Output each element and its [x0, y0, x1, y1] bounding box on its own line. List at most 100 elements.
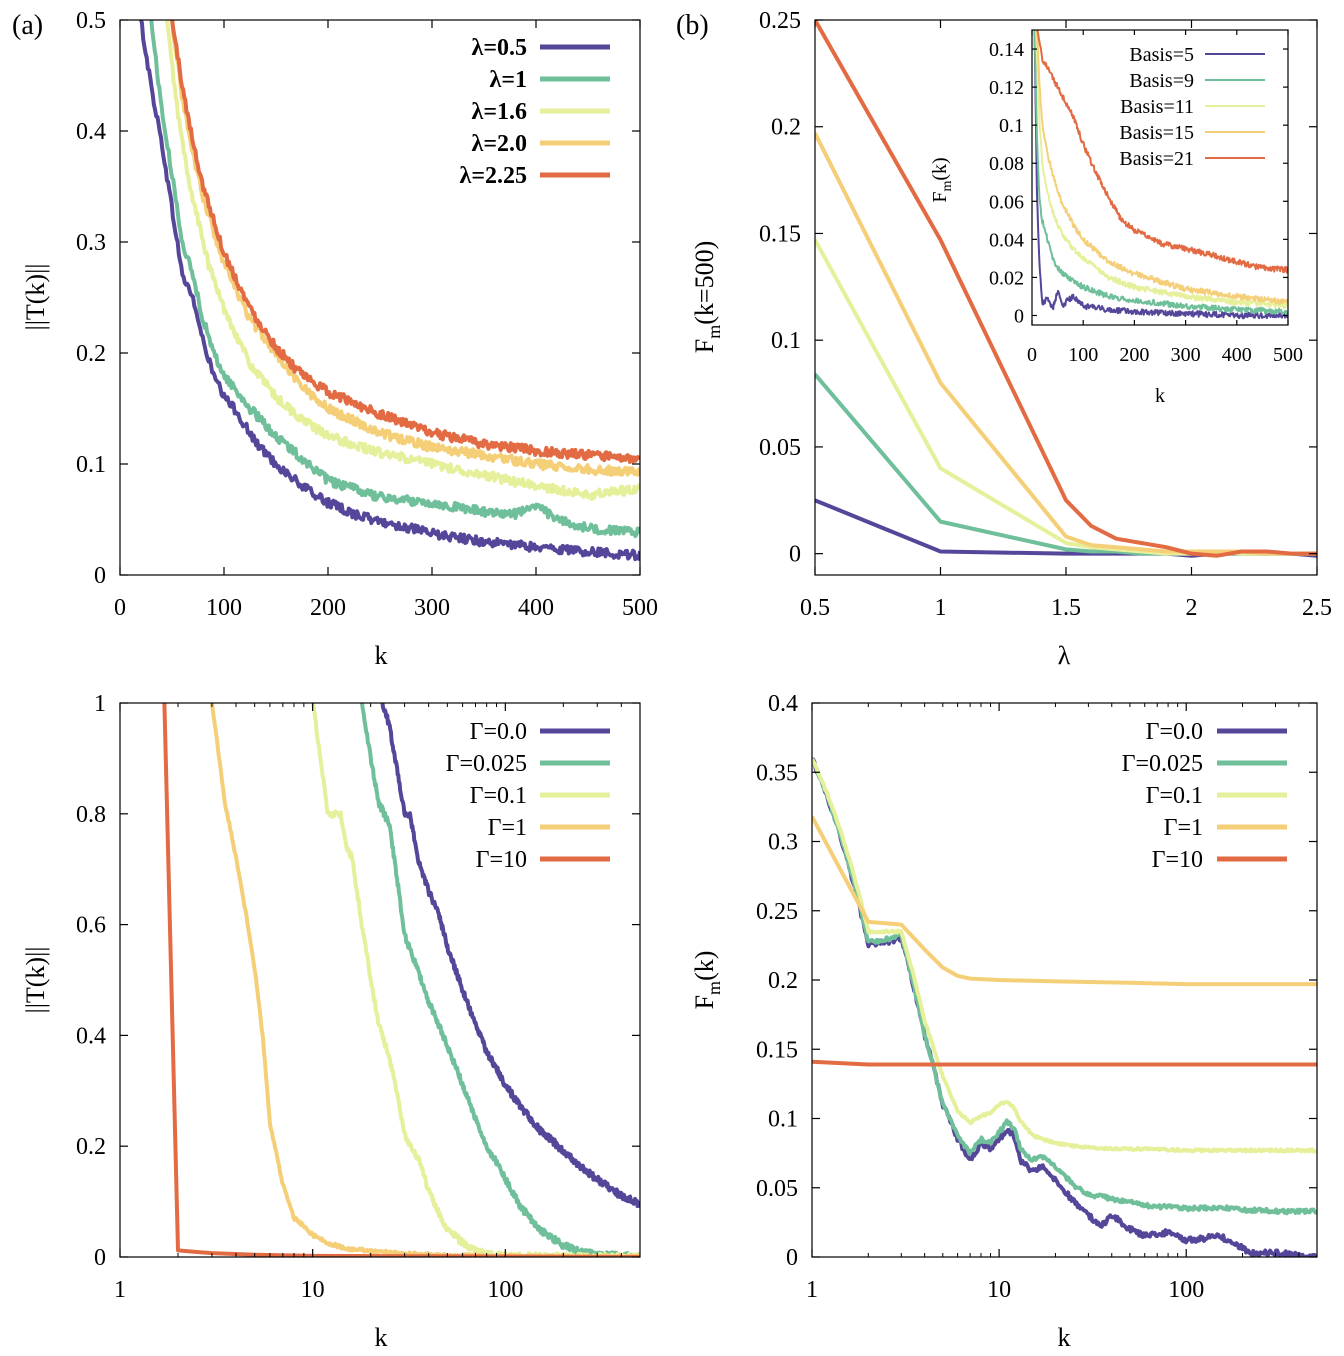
panel-a-xtick-label: 500: [622, 595, 658, 621]
panel-b-ylabel: Fm(k=500): [690, 241, 724, 353]
panel-a-letter: (a): [12, 10, 43, 41]
panel-b-inset-ytick-label: 0.1: [999, 115, 1024, 137]
panel-a-frame: [119, 19, 641, 576]
panel-d-ytick-label: 0.1: [768, 1107, 798, 1133]
panel-a-ylabel: ||T(k)||: [21, 263, 50, 330]
panel-b-ytick-label: 0.05: [759, 435, 801, 461]
panel-b-ytick-label: 0: [789, 542, 801, 568]
panel-b-ytick-label: 0.2: [771, 115, 801, 141]
panel-a-xtick-label: 400: [518, 595, 554, 621]
panel-b-inset-xtick-label: 0: [1027, 344, 1037, 366]
panel-b-xtick-label: 0.5: [800, 595, 830, 621]
panel-d-legend-label: Γ=0.1: [1146, 783, 1203, 809]
panel-d-ytick-label: 0.4: [768, 691, 798, 717]
panel-b-inset-series-3: [1036, 30, 1288, 305]
panel-b-inset-series-0: [1033, 30, 1288, 320]
panel-c-series-4: [162, 703, 640, 1257]
panel-b-inset-series-4: [1036, 30, 1288, 274]
inset-ylabel: Fm(k): [929, 157, 955, 202]
panel-c-ytick-label: 0.6: [76, 913, 106, 939]
panel-b-inset-ytick-label: 0.12: [989, 77, 1024, 99]
panel-d-series-0: [812, 757, 1317, 1257]
panel-b-inset-legend-label: Basis=9: [1129, 70, 1194, 92]
panel-c-series-1: [360, 703, 640, 1257]
panel-c-xtick-label: 10: [301, 1277, 325, 1303]
panel-d-xlabel: k: [1058, 1323, 1071, 1352]
panel-b-inset-legend-label: Basis=21: [1119, 148, 1194, 170]
panel-d-xtick-label: 10: [987, 1277, 1011, 1303]
panel-b-series-4: [815, 20, 1317, 558]
panel-b-ytick-label: 0.25: [759, 8, 801, 34]
panel-d-ytick-label: 0.3: [768, 830, 798, 856]
panel-c: k ||T(k)|| 0 0.2 0.4 0.6 0.8 1 1 10 100 Γ=0.0 Γ=0.…: [21, 691, 641, 1352]
panel-c-series-group: [162, 703, 640, 1257]
panel-c-series-0: [380, 703, 640, 1209]
panel-d-ytick-label: 0: [786, 1245, 798, 1271]
panel-a-series-1: [149, 20, 640, 539]
panel-d-series-1: [812, 758, 1317, 1216]
panel-b-inset-legend-label: Basis=5: [1129, 44, 1194, 66]
panel-a-legend-label: λ=0.5: [472, 35, 527, 61]
panel-d-legend-label: Γ=10: [1152, 847, 1203, 873]
panel-a-series-0: [139, 20, 640, 562]
panel-d-ytick-label: 0.15: [756, 1037, 798, 1063]
panel-c-legend-label: Γ=0.025: [446, 751, 527, 777]
panel-a-legend-label: λ=1: [490, 67, 527, 93]
panel-a-series-3: [170, 20, 640, 477]
panel-d-ytick-label: 0.35: [756, 760, 798, 786]
panel-b-inset-xtick-label: 100: [1068, 344, 1098, 366]
panel-d-legend-label: Γ=0.025: [1122, 751, 1203, 777]
panel-c-legend-label: Γ=1: [488, 815, 527, 841]
panel-c-ytick-label: 0: [94, 1245, 106, 1271]
panel-d-series-group: [812, 757, 1317, 1257]
panel-c-xlabel: k: [375, 1323, 388, 1352]
panel-b-ytick-label: 0.15: [759, 221, 801, 247]
panel-b-xtick-label: 1.5: [1051, 595, 1081, 621]
panel-d-ytick-label: 0.05: [756, 1176, 798, 1202]
panel-a-xtick-label: 300: [414, 595, 450, 621]
panel-b-series-group: [815, 20, 1317, 558]
panel-d-series-2: [812, 757, 1317, 1154]
panel-b-inset-xtick-label: 500: [1273, 344, 1303, 366]
panel-b-inset-frame: [1031, 29, 1289, 326]
panel-c-ylabel: ||T(k)||: [21, 946, 50, 1013]
panel-b-inset-legend-label: Basis=11: [1120, 96, 1194, 118]
panel-c-xtick-label: 100: [487, 1277, 523, 1303]
panel-a-ytick-label: 0: [94, 563, 106, 589]
panel-a-xtick-label: 100: [206, 595, 242, 621]
panel-b-xlabel: λ: [1058, 641, 1071, 670]
panel-c-frame: [119, 702, 641, 1258]
panel-b-inset-xtick-label: 300: [1171, 344, 1201, 366]
panel-a-ytick-label: 0.2: [76, 341, 106, 367]
panel-c-xtick-label: 1: [114, 1277, 126, 1303]
panel-b-inset-ytick-label: 0.14: [989, 39, 1024, 61]
panel-a-xlabel: k: [375, 641, 388, 670]
panel-a-ytick-label: 0.3: [76, 230, 106, 256]
panel-c-ytick-label: 0.8: [76, 802, 106, 828]
panel-d-legend-label: Γ=0.0: [1146, 719, 1203, 745]
panel-c-legend-label: Γ=0.0: [470, 719, 527, 745]
panel-b-xtick-label: 1: [935, 595, 947, 621]
panel-d-series-3: [812, 815, 1317, 987]
panel-b-inset-ytick-label: 0.04: [989, 229, 1024, 251]
panel-b-inset-ytick-label: 0.02: [989, 267, 1024, 289]
panel-a-ytick-label: 0.4: [76, 119, 106, 145]
panel-c-ytick-label: 0.4: [76, 1023, 106, 1049]
panel-a: (a) k ||T(k)|| 0 0.1 0.2 0.3 0.4 0.5 0 100 200 30…: [12, 8, 658, 670]
panel-b-xtick-label: 2: [1186, 595, 1198, 621]
panel-b-inset-ytick-label: 0: [1014, 305, 1024, 327]
panel-b-inset-legend-label: Basis=15: [1119, 122, 1194, 144]
panel-b-xtick-label: 2.5: [1302, 595, 1332, 621]
panel-b-series-1: [815, 373, 1317, 556]
panel-d: k Fm(k) 0 0.05 0.1 0.15 0.2 0.25 0.3 0.35 0.4 1 10…: [690, 691, 1318, 1352]
panel-b-inset-xtick-label: 400: [1222, 344, 1252, 366]
panel-b-inset-ytick-label: 0.06: [989, 191, 1024, 213]
panel-d-legend-label: Γ=1: [1164, 815, 1203, 841]
panel-b-inset: k Fm(k) 0 0.02 0.04 0.06 0.08 0.1 0.12 0.14 0 100…: [929, 29, 1303, 407]
panel-b-letter: (b): [676, 10, 709, 41]
panel-b-series-3: [815, 132, 1317, 556]
panel-d-series-4: [812, 1059, 1317, 1067]
panel-b-inset-ytick-label: 0.08: [989, 153, 1024, 175]
panel-b-ytick-label: 0.1: [771, 328, 801, 354]
